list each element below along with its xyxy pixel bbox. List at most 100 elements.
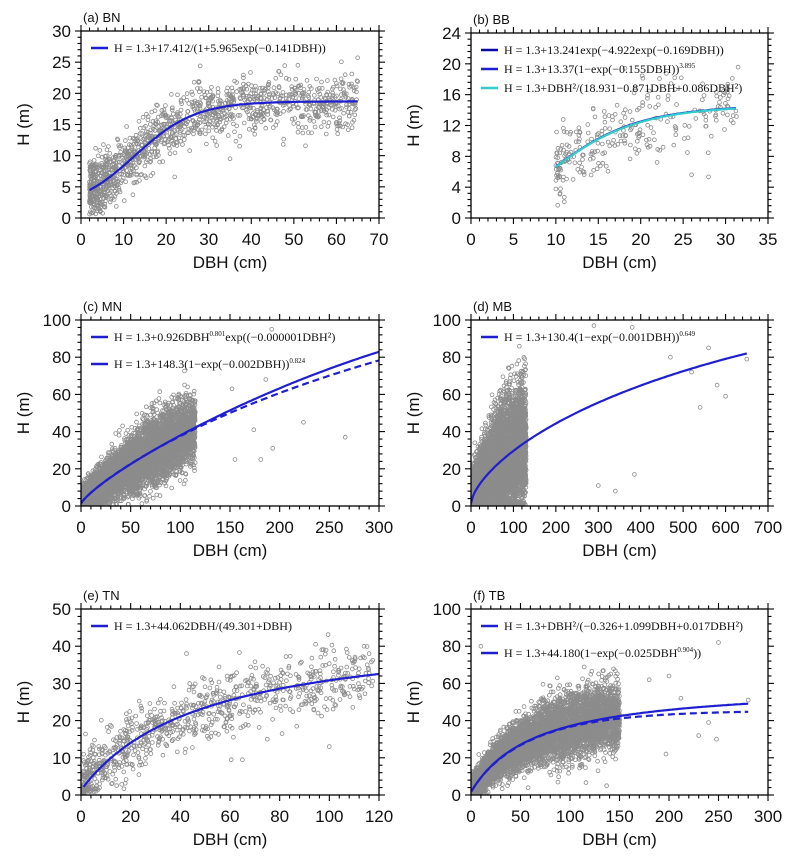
scatter-point [255, 93, 261, 99]
scatter-point [554, 129, 559, 135]
scatter-point [672, 124, 678, 129]
scatter-point [133, 132, 139, 138]
scatter-point [559, 143, 565, 148]
scatter-point [113, 161, 119, 166]
scatter-point [292, 92, 298, 97]
scatter-point [303, 107, 309, 112]
scatter-point [553, 178, 559, 183]
scatter-point [606, 113, 612, 118]
scatter-point [208, 95, 213, 100]
scatter-point [300, 93, 306, 98]
scatter-point [646, 88, 652, 94]
scatter-point [266, 94, 272, 100]
scatter-point [136, 159, 142, 165]
scatter-point [681, 136, 687, 141]
scatter-point [299, 91, 305, 96]
scatter-point-outlier [561, 199, 567, 205]
scatter-point [558, 147, 563, 152]
scatter-point [242, 97, 248, 103]
scatter-point [337, 115, 342, 121]
scatter-point [585, 130, 591, 136]
scatter-point [108, 197, 114, 202]
scatter-point [233, 139, 239, 144]
scatter-point [248, 70, 253, 75]
scatter-point [142, 163, 148, 169]
scatter-point [167, 119, 172, 124]
scatter-point [249, 116, 254, 122]
scatter-point [645, 122, 650, 128]
scatter-point [134, 171, 140, 177]
scatter-point [325, 89, 331, 95]
x-tick-label: 5 [509, 230, 518, 249]
scatter-point [555, 203, 560, 208]
scatter-point [327, 102, 333, 108]
scatter-point [300, 130, 306, 136]
scatter-point [130, 192, 136, 198]
scatter-point [135, 144, 141, 150]
scatter-point [203, 131, 208, 137]
scatter-point [139, 131, 145, 136]
scatter-point [148, 159, 154, 164]
scatter-point [293, 76, 299, 82]
scatter-point [344, 104, 349, 110]
scatter-point [591, 168, 596, 173]
scatter-point [295, 121, 301, 126]
scatter-point [195, 100, 200, 105]
scatter-point [349, 71, 355, 77]
scatter-point [172, 128, 178, 133]
scatter-point [646, 137, 652, 142]
x-tick-label: 20 [157, 230, 176, 249]
scatter-point [121, 175, 126, 181]
scatter-point [251, 88, 257, 93]
scatter-point [143, 129, 149, 135]
scatter-point [217, 102, 222, 107]
scatter-point-outlier [334, 121, 339, 127]
scatter-point [110, 167, 115, 172]
y-tick-label: 4 [452, 178, 461, 197]
scatter-point [270, 105, 276, 110]
scatter-point [204, 115, 210, 121]
scatter-point [592, 114, 598, 120]
scatter-point [346, 113, 352, 119]
scatter-point [729, 76, 735, 81]
scatter-point [162, 480, 168, 486]
scatter-point [672, 87, 678, 92]
scatter-point [723, 101, 728, 106]
scatter-point [592, 149, 598, 155]
scatter-point [275, 91, 280, 96]
scatter-point [114, 204, 119, 209]
fit-curve-2 [555, 106, 736, 169]
scatter-point [715, 104, 721, 109]
scatter-point-outlier [197, 63, 203, 69]
scatter-point [99, 202, 104, 207]
scatter-point [210, 94, 216, 100]
scatter-point [640, 132, 646, 138]
fit-curve-1 [555, 107, 736, 168]
scatter-point [720, 111, 726, 116]
scatter-point [190, 104, 196, 110]
scatter-point [725, 112, 730, 118]
scatter-point [306, 113, 311, 118]
legend-label: H = 1.3+13.37(1−exp(−0.155DBH))3.895 [504, 62, 696, 76]
scatter-point [210, 135, 216, 141]
scatter-point [174, 143, 180, 148]
scatter-point [196, 79, 202, 84]
scatter-point [197, 117, 202, 122]
scatter-point [160, 112, 166, 118]
scatter-point [206, 121, 211, 127]
scatter-point [149, 149, 154, 154]
scatter-point [602, 150, 607, 156]
scatter-points [87, 55, 361, 217]
scatter-point [96, 179, 101, 184]
scatter-point [129, 172, 134, 178]
scatter-point [326, 120, 332, 125]
scatter-point [127, 135, 133, 141]
y-tick-label: 30 [52, 22, 71, 41]
scatter-point [254, 116, 260, 121]
legend-label: H = 1.3+13.241exp(−4.922exp(−0.169DBH)) [504, 43, 724, 57]
scatter-point-outlier [172, 174, 178, 180]
scatter-point-outlier [312, 124, 318, 130]
scatter-point [588, 151, 594, 157]
scatter-point [196, 79, 202, 85]
